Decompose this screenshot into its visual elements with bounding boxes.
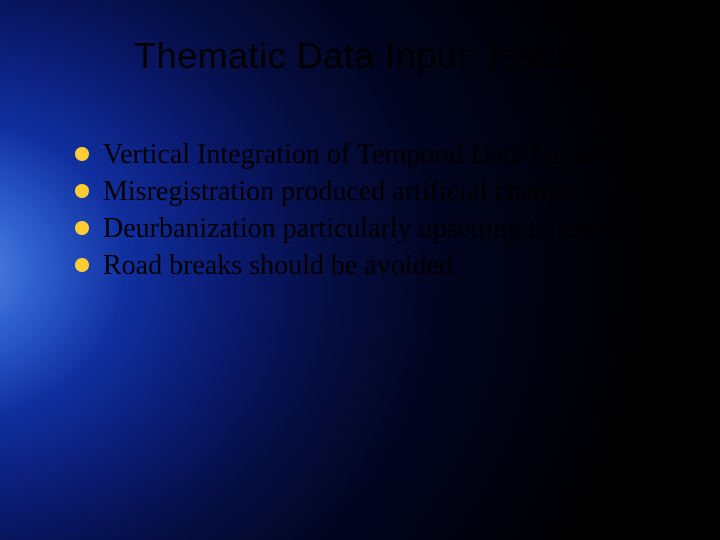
- bullet-item: Deurbanization particularly upsetting to…: [75, 211, 660, 246]
- bullet-item: Misregistration produced artificial chan…: [75, 174, 660, 209]
- slide-title: Thematic Data Input: Issues: [70, 35, 660, 77]
- bullet-item: Vertical Integration of Temporal Data La…: [75, 137, 660, 172]
- bullet-list: Vertical Integration of Temporal Data La…: [70, 137, 660, 283]
- slide-container: Thematic Data Input: Issues Vertical Int…: [0, 0, 720, 540]
- bullet-item: Road breaks should be avoided: [75, 248, 660, 283]
